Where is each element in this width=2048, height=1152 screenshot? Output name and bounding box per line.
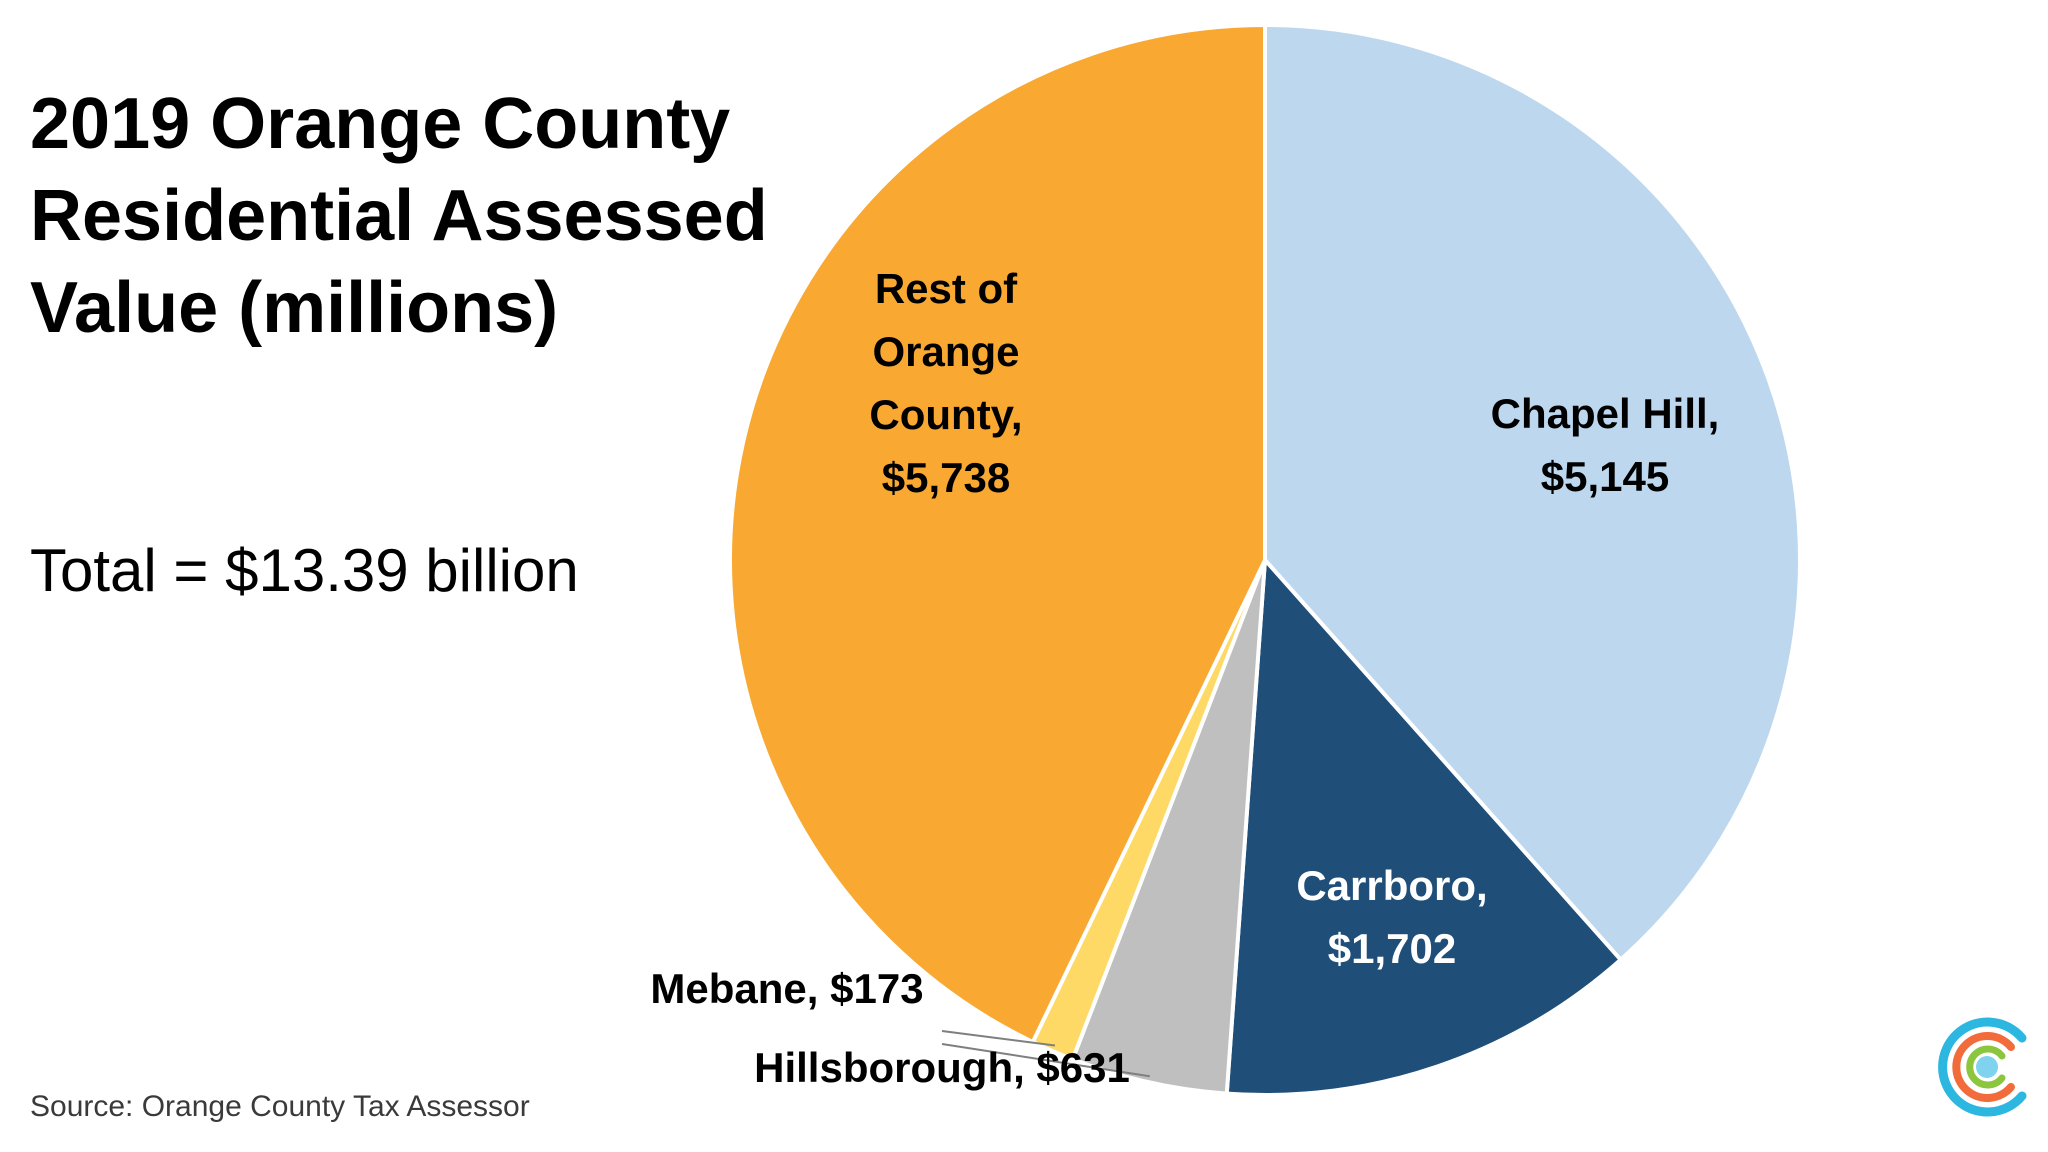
slice-label-line: $5,145 [1541, 453, 1669, 500]
pie-slice-carrboro [1224, 555, 1624, 1097]
slice-label-line: County, [869, 391, 1022, 438]
total-label: Total = $13.39 billion [30, 537, 579, 604]
slice-label-hillsborough: Hillsborough, $631 [754, 1044, 1130, 1091]
leader-line-mebane [941, 1030, 1056, 1047]
slice-label-line: Orange [872, 328, 1019, 375]
pie-slice-chapel-hill [1263, 22, 1802, 963]
slice-label-line: Rest of [875, 265, 1018, 312]
slice-label-mebane: Mebane, $173 [650, 965, 923, 1012]
slice-label-line: Carrboro, [1296, 862, 1487, 909]
pie-slice-rest-of-orange-county [728, 22, 1267, 1045]
logo-outer-ring [1938, 1017, 2027, 1117]
slice-label-line: Chapel Hill, [1491, 390, 1720, 437]
slice-label-line: $1,702 [1328, 925, 1456, 972]
slice-label-line: $5,738 [882, 454, 1010, 501]
chart-title: 2019 Orange County Residential Assessed … [30, 84, 768, 348]
leader-line-hillsborough [941, 1043, 1150, 1078]
slice-label-line: Mebane, $173 [650, 965, 923, 1012]
slice-label-line: Hillsborough, $631 [754, 1044, 1130, 1091]
slice-label-carrboro: Carrboro, $1,702 [1296, 862, 1487, 972]
logo-center-dot [1976, 1056, 1998, 1078]
logo-inner-ring [1966, 1045, 2006, 1089]
source-note: Source: Orange County Tax Assessor [30, 1090, 530, 1123]
slice-label-chapel-hill: Chapel Hill, $5,145 [1491, 390, 1720, 500]
pie-slice-hillsborough [1070, 559, 1267, 1096]
brand-logo-icon [1938, 1017, 2027, 1117]
logo-middle-ring [1952, 1032, 2015, 1102]
slice-label-rest-of-orange-county: Rest of Orange County, $5,738 [869, 265, 1022, 501]
